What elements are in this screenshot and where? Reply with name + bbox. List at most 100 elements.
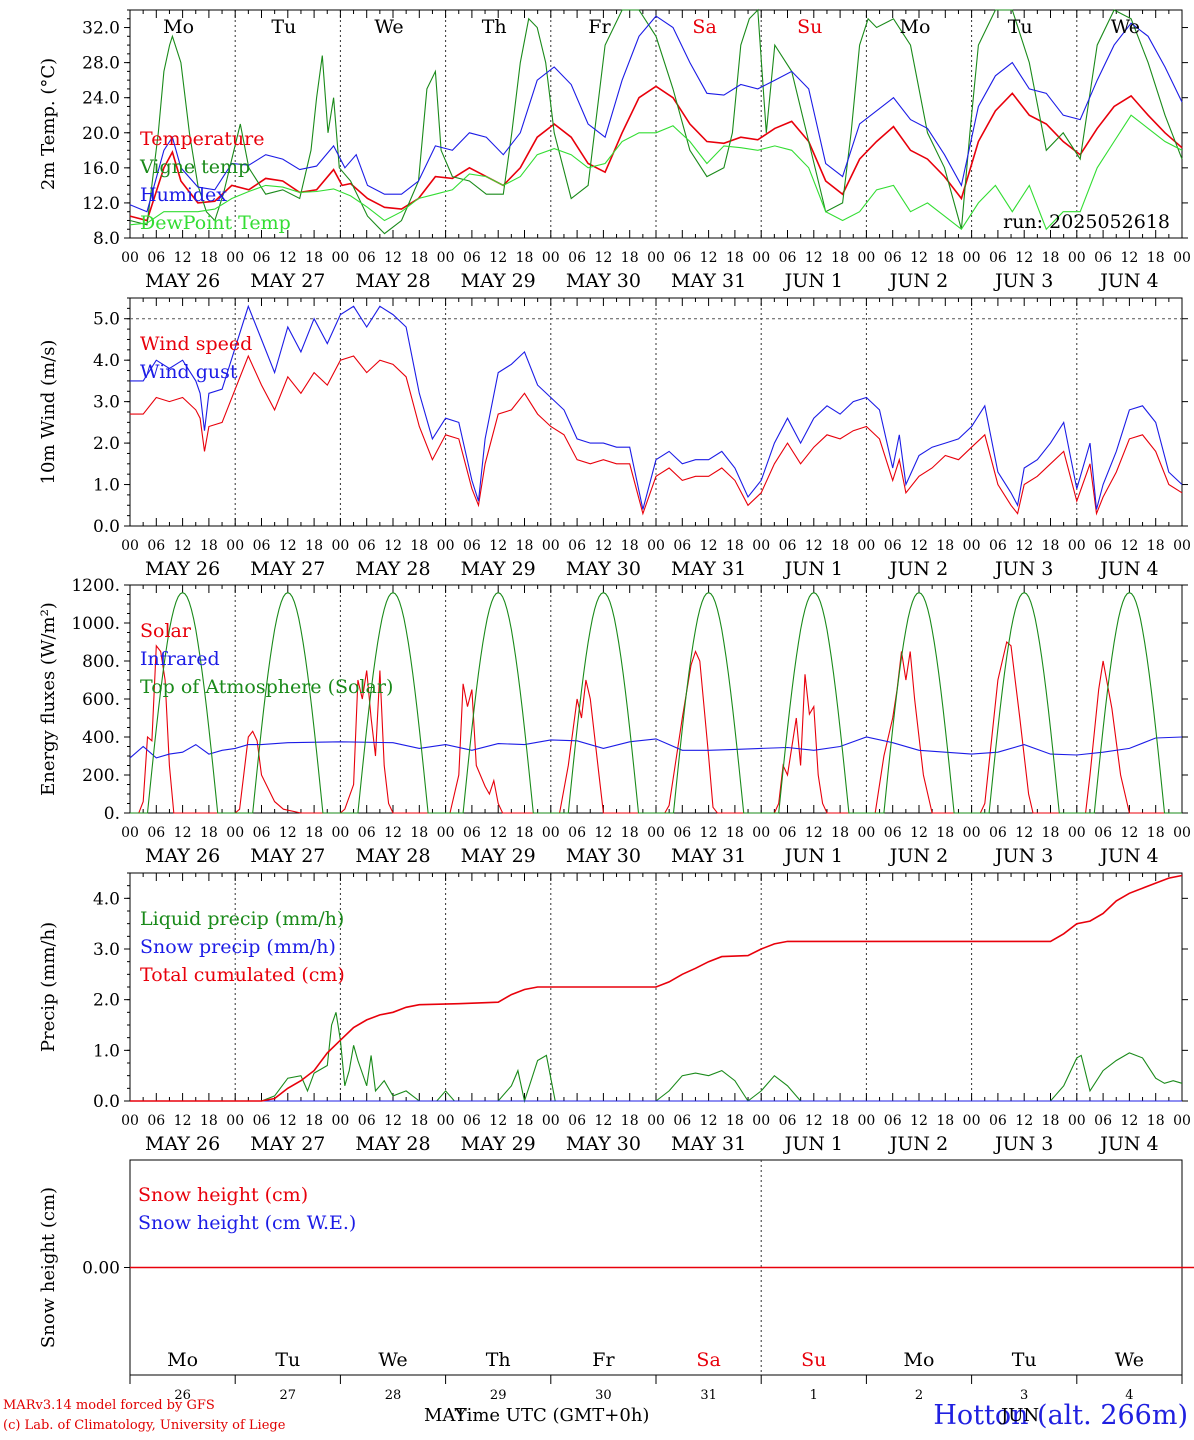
energy-ytick-label: 600. [82,690,120,710]
wind-hour-label: 18 [1042,538,1060,554]
temp-hour-label: 18 [726,250,744,266]
precip-legend-snow-precip-mm-h-: Snow precip (mm/h) [140,936,336,958]
top-day-name: Sa [692,16,716,38]
energy-hour-label: 18 [726,825,744,841]
wind-date-label: JUN 3 [993,558,1053,580]
wind-hour-label: 00 [542,538,560,554]
meteogram-svg: 8.012.016.020.024.028.032.02m Temp. (°C)… [38,8,1194,1403]
precip-hour-label: 00 [857,1113,875,1129]
energy-hour-label: 12 [700,825,718,841]
precip-hour-label: 12 [910,1113,928,1129]
bottom-day-number: 29 [490,1388,507,1400]
precip-ytick-label: 1.0 [93,1041,120,1061]
precip-hour-label: 06 [568,1113,586,1129]
energy-hour-label: 12 [910,825,928,841]
bottom-day-number: 3 [1020,1388,1028,1400]
wind-hour-label: 06 [989,538,1007,554]
wind-hour-label: 18 [410,538,428,554]
wind-hour-label: 00 [647,538,665,554]
energy-hour-label: 18 [621,825,639,841]
temp-hour-label: 06 [779,250,797,266]
temp-hour-label: 06 [884,250,902,266]
precip-hour-label: 06 [884,1113,902,1129]
energy-hour-label: 06 [568,825,586,841]
energy-hour-label: 00 [226,825,244,841]
temp-date-label: MAY 27 [250,270,325,292]
precip-hour-label-end: 00 [1173,1113,1191,1129]
bottom-day-name: Sa [696,1349,720,1371]
bottom-day-name: Tu [275,1349,300,1371]
precip-ylabel: Precip (mm/h) [38,922,59,1052]
energy-ytick-label: 800. [82,652,120,672]
precip-hour-label: 18 [200,1113,218,1129]
precip-date-label: MAY 31 [671,1133,746,1155]
temp-legend-humidex: Humidex [140,184,227,206]
wind-date-label: MAY 31 [671,558,746,580]
precip-legend-total-cumulated-cm-: Total cumulated (cm) [140,964,345,986]
wind-hour-label: 12 [489,538,507,554]
wind-hour-label: 06 [884,538,902,554]
bottom-day-name: Th [486,1349,511,1371]
temp-ytick-label: 16.0 [82,159,120,179]
energy-legend-solar: Solar [140,620,192,642]
temp-hour-label: 12 [384,250,402,266]
energy-hour-label: 06 [989,825,1007,841]
temp-series-humidex [129,15,1183,213]
energy-hour-label: 18 [516,825,534,841]
temp-ylabel: 2m Temp. (°C) [38,58,59,190]
precip-hour-label: 00 [1068,1113,1086,1129]
energy-date-label: MAY 30 [566,845,641,867]
top-day-name: We [374,16,403,38]
top-day-name: Th [482,16,507,38]
temp-hour-label: 18 [305,250,323,266]
wind-date-label: MAY 27 [250,558,325,580]
temp-hour-label: 00 [331,250,349,266]
temp-hour-label: 12 [174,250,192,266]
energy-hour-label-end: 00 [1173,825,1191,841]
precip-ytick-label: 3.0 [93,940,120,960]
wind-hour-label: 00 [331,538,349,554]
top-day-name: Mo [900,16,931,38]
temp-hour-label: 12 [1120,250,1138,266]
temp-hour-label: 12 [700,250,718,266]
wind-hour-label: 18 [516,538,534,554]
energy-hour-label: 12 [594,825,612,841]
wind-hour-label: 18 [305,538,323,554]
wind-hour-label: 12 [279,538,297,554]
wind-hour-label: 12 [384,538,402,554]
precip-hour-label: 06 [779,1113,797,1129]
bottom-day-name: We [1115,1349,1144,1371]
wind-hour-label: 06 [1094,538,1112,554]
energy-legend-infrared: Infrared [140,648,220,670]
wind-ytick-label: 1.0 [93,476,120,496]
wind-hour-label: 06 [568,538,586,554]
precip-hour-label: 18 [726,1113,744,1129]
wind-hour-label: 18 [200,538,218,554]
precip-hour-label: 12 [700,1113,718,1129]
energy-ytick-label: 0. [104,804,120,824]
top-day-name: Tu [271,16,296,38]
top-day-name: Mo [163,16,194,38]
wind-hour-label: 06 [253,538,271,554]
precip-ytick-label: 4.0 [93,889,120,909]
snow-legend-snow-height-cm-: Snow height (cm) [138,1184,308,1206]
lab-credit: (c) Lab. of Climatology, University of L… [3,1418,286,1433]
energy-series-solar [130,640,1182,814]
wind-hour-label: 12 [910,538,928,554]
temp-ytick-label: 24.0 [82,89,120,109]
wind-hour-label: 06 [147,538,165,554]
bottom-day-number: 31 [700,1388,717,1400]
precip-series-total-cumulated-cm- [130,874,1183,1102]
wind-ylabel: 10m Wind (m/s) [38,340,59,485]
precip-hour-label: 18 [936,1113,954,1129]
energy-hour-label: 06 [673,825,691,841]
precip-hour-label: 00 [121,1113,139,1129]
energy-series-infrared [129,736,1183,759]
temp-date-label: JUN 4 [1098,270,1158,292]
wind-hour-label: 06 [358,538,376,554]
energy-hour-label: 00 [542,825,560,841]
temp-series-vigne-temp [129,8,1183,235]
precip-hour-label: 12 [1120,1113,1138,1129]
energy-date-label: JUN 1 [783,845,843,867]
precip-hour-label: 00 [226,1113,244,1129]
